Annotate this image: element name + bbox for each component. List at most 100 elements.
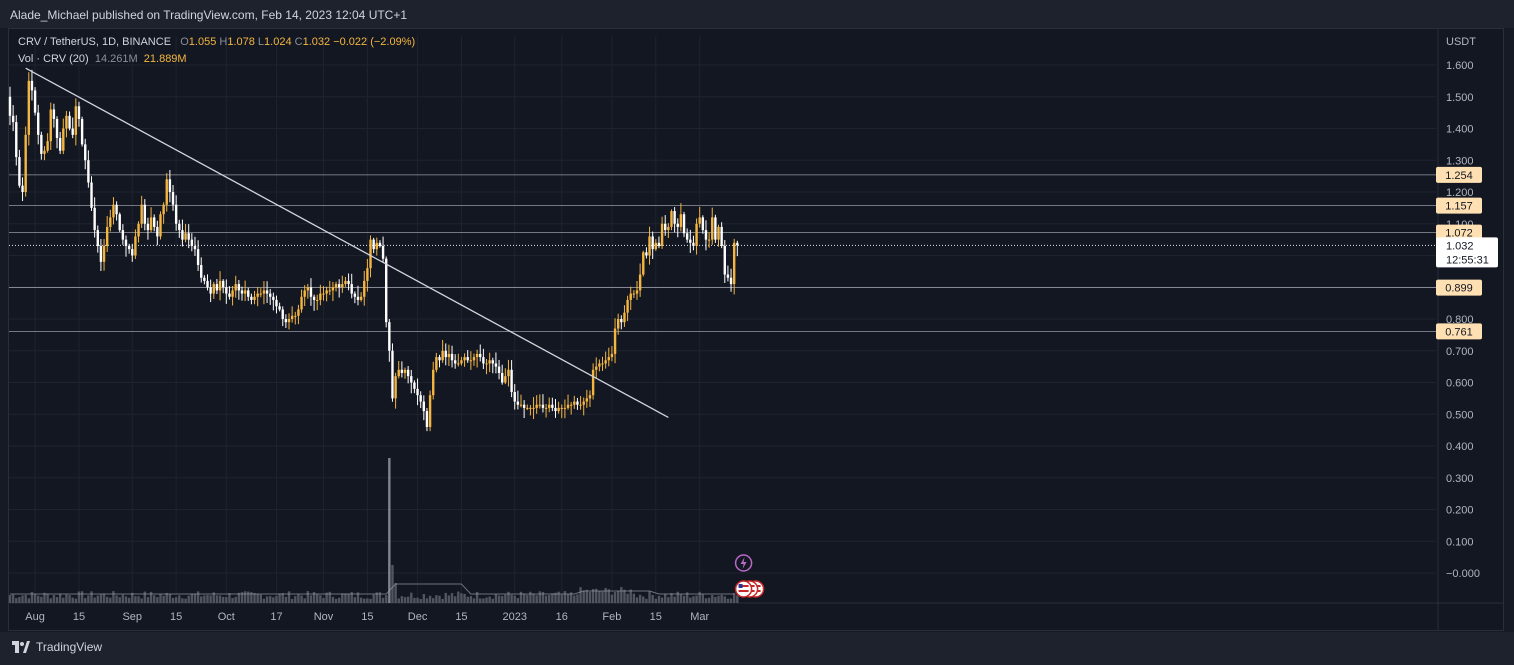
candle-body[interactable] [500, 372, 504, 383]
candle-body[interactable] [573, 401, 576, 405]
candle-body[interactable] [406, 369, 410, 377]
candle-body[interactable] [121, 230, 125, 240]
candle-body[interactable] [576, 401, 579, 405]
candle-body[interactable] [93, 207, 96, 231]
candle-body[interactable] [645, 252, 648, 256]
candle-body[interactable] [218, 280, 222, 291]
candle-body[interactable] [475, 353, 479, 358]
candle-body[interactable] [660, 223, 664, 246]
candle-body[interactable] [397, 369, 400, 377]
candle-body[interactable] [366, 268, 369, 281]
candle-body[interactable] [353, 293, 357, 297]
candle-body[interactable] [507, 369, 510, 377]
candle-body[interactable] [585, 398, 589, 402]
candle-body[interactable] [319, 293, 322, 300]
candle-body[interactable] [588, 395, 592, 399]
candle-body[interactable] [707, 239, 711, 241]
candle-body[interactable] [27, 80, 31, 135]
candle-body[interactable] [685, 233, 689, 240]
candle-body[interactable] [221, 280, 225, 288]
candle-body[interactable] [102, 245, 106, 262]
candle-body[interactable] [488, 360, 491, 364]
candle-body[interactable] [115, 204, 118, 215]
candle-body[interactable] [720, 226, 723, 246]
candle-body[interactable] [21, 185, 24, 192]
candle-body[interactable] [632, 293, 636, 295]
candle-body[interactable] [513, 392, 516, 402]
candle-body[interactable] [8, 96, 12, 116]
candle-body[interactable] [33, 90, 37, 113]
candle-body[interactable] [394, 376, 397, 399]
candle-body[interactable] [526, 407, 529, 409]
candle-body[interactable] [363, 280, 366, 297]
candle-body[interactable] [692, 242, 695, 246]
level-price-tag[interactable] [1436, 279, 1482, 296]
candle-body[interactable] [325, 290, 328, 294]
symbol-name[interactable]: CRV / TetherUS, 1D, BINANCE [18, 36, 172, 48]
candle-body[interactable] [52, 109, 56, 119]
candle-body[interactable] [522, 404, 526, 408]
candle-body[interactable] [209, 287, 212, 294]
candle-body[interactable] [626, 299, 629, 313]
candle-body[interactable] [670, 211, 673, 227]
candle-body[interactable] [385, 258, 388, 323]
candle-body[interactable] [704, 230, 708, 240]
candle-body[interactable] [664, 223, 667, 231]
candle-body[interactable] [410, 376, 413, 383]
candle-body[interactable] [444, 350, 447, 358]
candle-body[interactable] [278, 306, 281, 310]
candle-body[interactable] [548, 404, 551, 408]
candle-body[interactable] [259, 293, 262, 295]
candle-body[interactable] [491, 360, 494, 364]
candle-body[interactable] [695, 223, 698, 246]
candle-body[interactable] [701, 217, 705, 231]
candle-body[interactable] [225, 287, 228, 294]
candle-body[interactable] [723, 245, 726, 275]
candle-body[interactable] [162, 204, 165, 215]
candle-body[interactable] [638, 274, 642, 291]
candle-body[interactable] [290, 315, 294, 319]
volume-legend[interactable]: Vol · CRV (20) 14.261M 21.889M [18, 53, 187, 65]
candle-body[interactable] [105, 226, 109, 246]
candle-body[interactable] [287, 319, 291, 323]
candle-body[interactable] [453, 360, 457, 364]
level-price-tag[interactable] [1436, 224, 1482, 241]
candle-body[interactable] [341, 284, 344, 288]
candle-body[interactable] [109, 217, 112, 227]
candle-body[interactable] [378, 242, 382, 246]
candle-body[interactable] [281, 309, 284, 319]
candle-body[interactable] [312, 296, 316, 300]
candle-body[interactable] [510, 369, 513, 393]
candle-body[interactable] [623, 312, 626, 323]
candle-body[interactable] [736, 242, 739, 246]
candle-body[interactable] [657, 242, 661, 246]
candle-body[interactable] [337, 284, 341, 288]
candle-body[interactable] [49, 109, 52, 142]
candle-body[interactable] [181, 230, 184, 240]
candle-body[interactable] [388, 322, 391, 351]
us-flag-icon[interactable] [734, 580, 753, 598]
candle-body[interactable] [595, 366, 598, 370]
candle-body[interactable] [532, 407, 535, 409]
candle-body[interactable] [11, 115, 15, 123]
last-price-tag[interactable] [1436, 237, 1498, 268]
candle-body[interactable] [253, 296, 256, 300]
candle-body[interactable] [74, 106, 78, 135]
candle-body[interactable] [80, 118, 84, 145]
candle-body[interactable] [516, 401, 520, 405]
candle-body[interactable] [369, 239, 372, 269]
trendline[interactable] [25, 67, 669, 418]
candle-body[interactable] [118, 214, 121, 231]
candle-body[interactable] [689, 239, 692, 243]
candle-body[interactable] [350, 284, 353, 294]
candle-body[interactable] [673, 211, 676, 224]
candle-body[interactable] [438, 357, 441, 361]
candle-body[interactable] [65, 115, 68, 129]
candle-body[interactable] [654, 242, 658, 250]
candle-body[interactable] [620, 319, 623, 323]
candle-body[interactable] [250, 296, 253, 300]
candle-body[interactable] [425, 411, 429, 427]
candle-body[interactable] [140, 204, 143, 224]
candle-body[interactable] [269, 293, 272, 297]
candle-body[interactable] [40, 134, 43, 154]
